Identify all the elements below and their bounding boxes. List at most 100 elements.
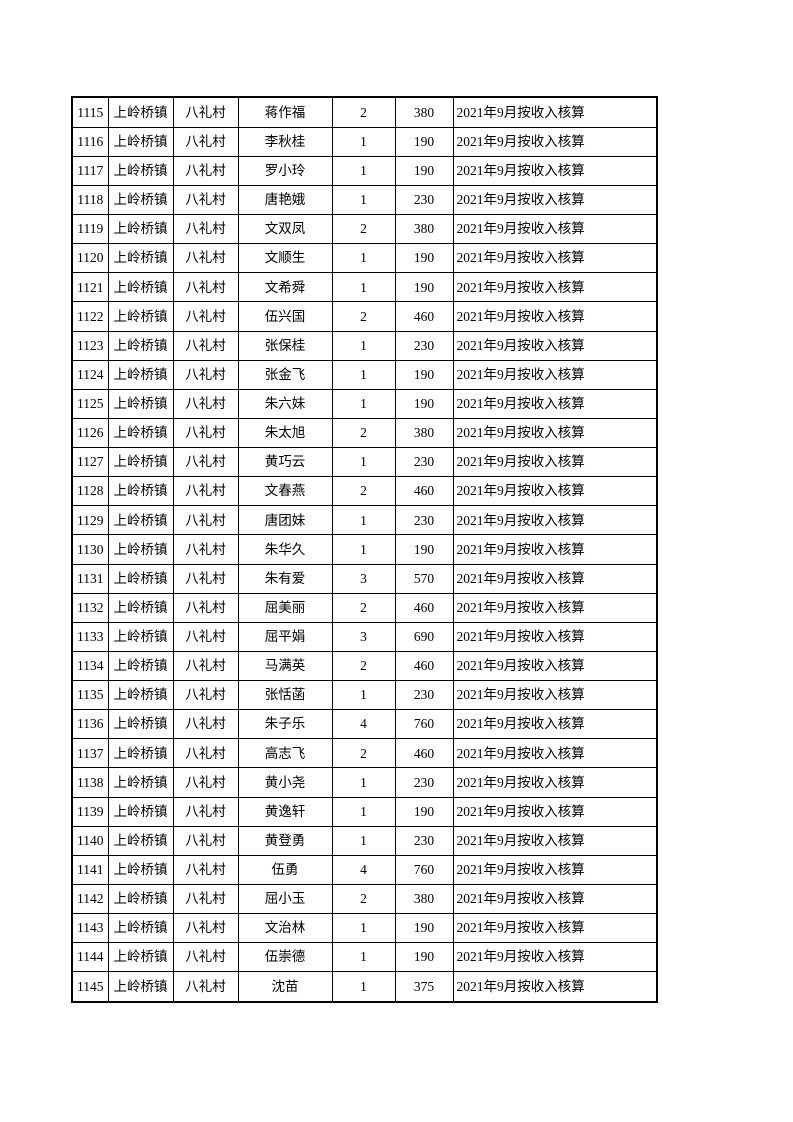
- cell-headcount: 1: [331, 243, 396, 274]
- cell-village: 八礼村: [172, 155, 239, 186]
- cell-town: 上岭桥镇: [107, 621, 174, 652]
- cell-serial-number: 1116: [71, 126, 109, 157]
- table-row: 1120 上岭桥镇 八礼村 文顺生 1 190 2021年9月按收入核算: [71, 243, 658, 274]
- cell-serial-number: 1118: [71, 184, 109, 216]
- cell-amount: 190: [394, 243, 454, 274]
- cell-headcount: 1: [331, 971, 396, 1003]
- cell-town: 上岭桥镇: [107, 272, 174, 303]
- cell-note: 2021年9月按收入核算: [452, 679, 658, 711]
- cell-person-name: 朱太旭: [237, 417, 333, 449]
- table-row: 1141 上岭桥镇 八礼村 伍勇 4 760 2021年9月按收入核算: [71, 854, 658, 885]
- cell-headcount: 1: [331, 359, 396, 390]
- cell-note: 2021年9月按收入核算: [452, 96, 658, 128]
- cell-person-name: 蒋作福: [237, 96, 333, 128]
- cell-headcount: 2: [331, 213, 396, 245]
- table-row: 1138 上岭桥镇 八礼村 黄小尧 1 230 2021年9月按收入核算: [71, 767, 658, 798]
- cell-village: 八礼村: [172, 709, 239, 740]
- cell-person-name: 李秋桂: [237, 126, 333, 157]
- cell-town: 上岭桥镇: [107, 213, 174, 245]
- cell-person-name: 文治林: [237, 912, 333, 944]
- cell-serial-number: 1136: [71, 709, 109, 740]
- cell-person-name: 黄逸轩: [237, 796, 333, 827]
- cell-serial-number: 1126: [71, 417, 109, 449]
- cell-serial-number: 1130: [71, 534, 109, 565]
- table-row: 1140 上岭桥镇 八礼村 黄登勇 1 230 2021年9月按收入核算: [71, 825, 658, 856]
- cell-person-name: 张金飞: [237, 359, 333, 390]
- cell-person-name: 屈美丽: [237, 592, 333, 623]
- table-row: 1135 上岭桥镇 八礼村 张恬菡 1 230 2021年9月按收入核算: [71, 679, 658, 711]
- cell-headcount: 1: [331, 912, 396, 944]
- cell-serial-number: 1140: [71, 825, 109, 856]
- table-row: 1142 上岭桥镇 八礼村 屈小玉 2 380 2021年9月按收入核算: [71, 883, 658, 915]
- cell-village: 八礼村: [172, 213, 239, 245]
- cell-amount: 230: [394, 505, 454, 536]
- table-row: 1124 上岭桥镇 八礼村 张金飞 1 190 2021年9月按收入核算: [71, 359, 658, 390]
- cell-village: 八礼村: [172, 534, 239, 565]
- cell-town: 上岭桥镇: [107, 126, 174, 157]
- cell-village: 八礼村: [172, 912, 239, 944]
- cell-serial-number: 1143: [71, 912, 109, 944]
- table-row: 1117 上岭桥镇 八礼村 罗小玲 1 190 2021年9月按收入核算: [71, 155, 658, 186]
- cell-serial-number: 1144: [71, 942, 109, 973]
- cell-serial-number: 1135: [71, 679, 109, 711]
- table-row: 1145 上岭桥镇 八礼村 沈苗 1 375 2021年9月按收入核算: [71, 971, 658, 1003]
- cell-serial-number: 1129: [71, 505, 109, 536]
- cell-village: 八礼村: [172, 796, 239, 827]
- records-table-body: 1115 上岭桥镇 八礼村 蒋作福 2 380 2021年9月按收入核算 1116 上岭桥镇 八礼…: [71, 96, 658, 1003]
- cell-amount: 760: [394, 709, 454, 740]
- cell-village: 八礼村: [172, 505, 239, 536]
- cell-headcount: 3: [331, 563, 396, 594]
- cell-village: 八礼村: [172, 767, 239, 798]
- cell-village: 八礼村: [172, 854, 239, 885]
- cell-town: 上岭桥镇: [107, 417, 174, 449]
- cell-town: 上岭桥镇: [107, 942, 174, 973]
- cell-headcount: 1: [331, 446, 396, 478]
- cell-headcount: 3: [331, 621, 396, 652]
- cell-person-name: 文希舜: [237, 272, 333, 303]
- cell-headcount: 4: [331, 854, 396, 885]
- cell-village: 八礼村: [172, 446, 239, 478]
- cell-headcount: 2: [331, 592, 396, 623]
- cell-town: 上岭桥镇: [107, 796, 174, 827]
- cell-note: 2021年9月按收入核算: [452, 825, 658, 856]
- cell-serial-number: 1133: [71, 621, 109, 652]
- cell-serial-number: 1142: [71, 883, 109, 915]
- cell-amount: 190: [394, 359, 454, 390]
- cell-note: 2021年9月按收入核算: [452, 505, 658, 536]
- cell-person-name: 朱子乐: [237, 709, 333, 740]
- cell-note: 2021年9月按收入核算: [452, 563, 658, 594]
- cell-person-name: 朱六妹: [237, 388, 333, 419]
- cell-village: 八礼村: [172, 563, 239, 594]
- cell-village: 八礼村: [172, 971, 239, 1003]
- cell-headcount: 2: [331, 650, 396, 682]
- cell-village: 八礼村: [172, 679, 239, 711]
- cell-headcount: 1: [331, 942, 396, 973]
- cell-serial-number: 1137: [71, 738, 109, 769]
- cell-serial-number: 1132: [71, 592, 109, 623]
- table-row: 1131 上岭桥镇 八礼村 朱有爱 3 570 2021年9月按收入核算: [71, 563, 658, 594]
- table-row: 1134 上岭桥镇 八礼村 马满英 2 460 2021年9月按收入核算: [71, 650, 658, 682]
- cell-headcount: 1: [331, 679, 396, 711]
- cell-person-name: 唐团妹: [237, 505, 333, 536]
- cell-note: 2021年9月按收入核算: [452, 243, 658, 274]
- cell-person-name: 朱有爱: [237, 563, 333, 594]
- cell-note: 2021年9月按收入核算: [452, 272, 658, 303]
- cell-note: 2021年9月按收入核算: [452, 592, 658, 623]
- cell-person-name: 高志飞: [237, 738, 333, 769]
- table-row: 1133 上岭桥镇 八礼村 屈平娟 3 690 2021年9月按收入核算: [71, 621, 658, 652]
- cell-note: 2021年9月按收入核算: [452, 417, 658, 449]
- cell-amount: 460: [394, 650, 454, 682]
- table-row: 1132 上岭桥镇 八礼村 屈美丽 2 460 2021年9月按收入核算: [71, 592, 658, 623]
- cell-serial-number: 1141: [71, 854, 109, 885]
- cell-village: 八礼村: [172, 330, 239, 361]
- table-row: 1118 上岭桥镇 八礼村 唐艳娥 1 230 2021年9月按收入核算: [71, 184, 658, 216]
- table-row: 1139 上岭桥镇 八礼村 黄逸轩 1 190 2021年9月按收入核算: [71, 796, 658, 827]
- table-row: 1144 上岭桥镇 八礼村 伍崇德 1 190 2021年9月按收入核算: [71, 942, 658, 973]
- cell-amount: 190: [394, 912, 454, 944]
- cell-town: 上岭桥镇: [107, 155, 174, 186]
- cell-serial-number: 1128: [71, 476, 109, 507]
- cell-note: 2021年9月按收入核算: [452, 126, 658, 157]
- cell-note: 2021年9月按收入核算: [452, 359, 658, 390]
- cell-note: 2021年9月按收入核算: [452, 767, 658, 798]
- cell-headcount: 1: [331, 184, 396, 216]
